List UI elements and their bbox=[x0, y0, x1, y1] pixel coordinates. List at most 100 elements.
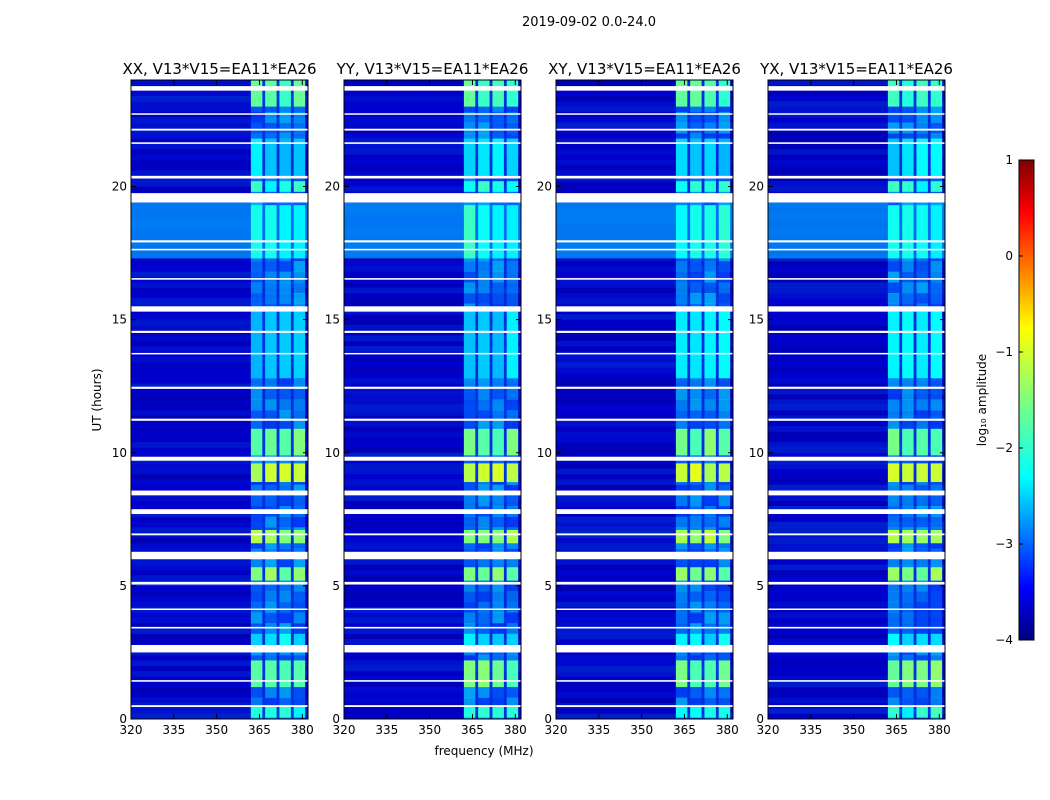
noise-row bbox=[344, 639, 521, 645]
rfi-channel-cell bbox=[930, 410, 943, 422]
rfi-channel-cell bbox=[279, 420, 291, 432]
rfi-channel-cell bbox=[887, 101, 900, 113]
noise-row bbox=[344, 80, 521, 86]
rfi-channel-cell bbox=[279, 282, 291, 294]
rfi-bright-block bbox=[916, 80, 928, 107]
rfi-channel-cell bbox=[279, 623, 291, 635]
noise-row bbox=[131, 367, 308, 374]
noise-row bbox=[131, 617, 308, 624]
rfi-channel-cell bbox=[718, 111, 731, 123]
noise-row bbox=[768, 687, 945, 693]
rfi-channel-cell bbox=[478, 591, 490, 603]
rfi-channel-cell bbox=[887, 293, 900, 305]
rfi-channel-cell bbox=[265, 559, 277, 571]
flagged-interval bbox=[556, 330, 733, 333]
noise-row bbox=[131, 133, 308, 139]
rfi-channel-cell bbox=[675, 271, 688, 283]
noise-row bbox=[344, 293, 521, 299]
noise-row bbox=[131, 319, 308, 326]
rfi-channel-cell bbox=[887, 687, 900, 699]
noise-row bbox=[131, 266, 308, 273]
panel-2: YY, V13*V15=EA11*EA26 320 335 350 365 380 0 5 10… bbox=[325, 60, 529, 737]
noise-row bbox=[344, 165, 521, 171]
noise-row bbox=[344, 90, 521, 97]
rfi-channel-cell bbox=[930, 591, 943, 603]
y-tick-label: 0 bbox=[332, 712, 340, 726]
rfi-bright-block bbox=[902, 181, 914, 192]
flagged-interval bbox=[556, 608, 733, 611]
rfi-bright-block bbox=[506, 633, 519, 648]
rfi-bright-block bbox=[930, 633, 943, 648]
noise-row bbox=[556, 308, 733, 315]
rfi-bright-block bbox=[265, 567, 277, 581]
rfi-channel-cell bbox=[916, 591, 928, 603]
rfi-bright-block bbox=[675, 707, 688, 718]
rfi-channel-cell bbox=[506, 271, 519, 283]
rfi-bright-block bbox=[492, 633, 504, 648]
rfi-channel-cell bbox=[887, 399, 900, 411]
noise-row bbox=[131, 628, 308, 635]
rfi-channel-cell bbox=[478, 687, 490, 699]
noise-row bbox=[344, 426, 521, 432]
rfi-bright-block bbox=[887, 181, 900, 192]
flagged-interval bbox=[131, 533, 308, 536]
noise-row bbox=[768, 506, 945, 512]
rfi-channel-cell bbox=[478, 282, 490, 294]
noise-row bbox=[768, 367, 945, 374]
rfi-bright-block bbox=[492, 660, 504, 688]
rfi-channel-cell bbox=[492, 111, 504, 123]
flagged-interval bbox=[556, 705, 733, 708]
rfi-bright-block bbox=[463, 660, 476, 688]
flagged-interval bbox=[131, 306, 308, 312]
noise-row bbox=[344, 106, 521, 113]
rfi-bright-block bbox=[293, 529, 306, 544]
rfi-bright-block bbox=[916, 428, 928, 456]
flagged-interval bbox=[344, 644, 521, 653]
flagged-interval bbox=[556, 644, 733, 653]
rfi-channel-cell bbox=[492, 410, 504, 422]
noise-row bbox=[556, 271, 733, 278]
rfi-channel-cell bbox=[279, 122, 291, 134]
noise-row bbox=[131, 159, 308, 166]
rfi-channel-cell bbox=[675, 420, 688, 432]
noise-row bbox=[131, 506, 308, 512]
rfi-channel-cell bbox=[718, 516, 731, 528]
noise-row bbox=[344, 442, 521, 448]
flagged-interval bbox=[131, 490, 308, 496]
x-tick-label: 350 bbox=[205, 723, 228, 737]
rfi-channel-cell bbox=[279, 580, 291, 592]
rfi-channel-cell bbox=[250, 687, 263, 699]
noise-row bbox=[556, 628, 733, 635]
noise-row bbox=[131, 335, 308, 342]
rfi-bright-block bbox=[492, 428, 504, 456]
rfi-channel-cell bbox=[293, 420, 306, 432]
noise-row bbox=[556, 154, 733, 161]
rfi-channel-cell bbox=[690, 601, 702, 613]
rfi-bright-block bbox=[675, 463, 688, 483]
rfi-channel-cell bbox=[293, 282, 306, 294]
x-tick-label: 320 bbox=[333, 723, 356, 737]
flagged-interval bbox=[556, 306, 733, 312]
noise-row bbox=[131, 521, 308, 528]
rfi-channel-cell bbox=[492, 580, 504, 592]
rfi-channel-cell bbox=[916, 559, 928, 571]
rfi-channel-cell bbox=[916, 122, 928, 134]
flagged-interval bbox=[556, 418, 733, 421]
rfi-channel-cell bbox=[930, 271, 943, 283]
rfi-bright-block bbox=[478, 428, 490, 456]
flagged-interval bbox=[768, 352, 945, 355]
rfi-channel-cell bbox=[250, 580, 263, 592]
flagged-interval bbox=[344, 386, 521, 389]
flagged-interval bbox=[556, 551, 733, 560]
flagged-interval bbox=[344, 352, 521, 355]
noise-row bbox=[768, 404, 945, 411]
rfi-channel-cell bbox=[279, 559, 291, 571]
rfi-channel-cell bbox=[902, 612, 914, 624]
rfi-channel-cell bbox=[265, 537, 277, 549]
rfi-channel-cell bbox=[690, 537, 702, 549]
rfi-channel-cell bbox=[704, 111, 716, 123]
rfi-bright-block bbox=[293, 80, 306, 107]
rfi-channel-cell bbox=[704, 101, 716, 113]
rfi-channel-cell bbox=[718, 484, 731, 496]
rfi-channel-cell bbox=[704, 410, 716, 422]
